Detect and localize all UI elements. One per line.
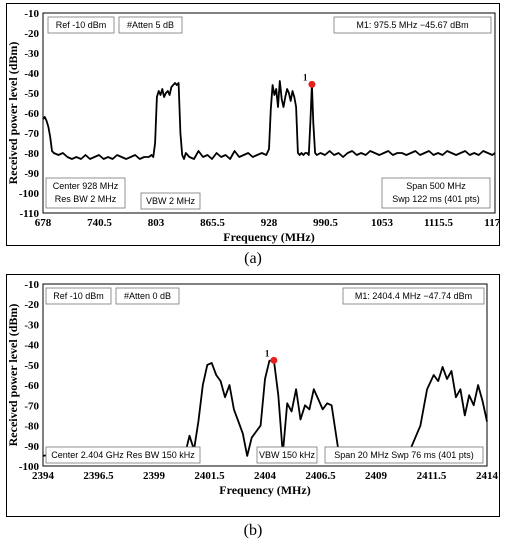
y-tick-label: -60 bbox=[24, 380, 39, 392]
x-tick-label: 2396.5 bbox=[83, 470, 114, 482]
x-tick-label: 2406.5 bbox=[305, 470, 336, 482]
y-tick-label: -60 bbox=[24, 108, 39, 120]
marker-readout-text: M1: 2404.4 MHz −47.74 dBm bbox=[355, 291, 472, 301]
center-annotation-text: Center 2.404 GHz Res BW 150 kHz bbox=[51, 450, 195, 460]
span-annotation-text: Span 500 MHz bbox=[406, 181, 466, 191]
y-tick-label: -80 bbox=[24, 421, 39, 433]
y-tick-label: -70 bbox=[24, 128, 39, 140]
marker-label: 1 bbox=[265, 348, 270, 358]
chart-panel-a: -10 -20 -30 -40 -50 -60 -70 -80 -90 -100 -110 678 74… bbox=[6, 3, 500, 246]
y-tick-label: -20 bbox=[24, 299, 39, 311]
spectrum-trace bbox=[42, 80, 496, 160]
y-tick-label: -40 bbox=[24, 340, 39, 352]
ref-annotation-box bbox=[47, 16, 115, 34]
y-tick-label: -20 bbox=[24, 28, 39, 40]
marker-point bbox=[270, 356, 278, 364]
x-tick-label: 2409 bbox=[365, 470, 388, 482]
y-tick-label: -30 bbox=[24, 319, 39, 331]
x-tick-label: 2399 bbox=[143, 470, 166, 482]
x-tick-label: 2394 bbox=[32, 470, 55, 482]
vbw-annotation-box bbox=[140, 192, 201, 210]
marker-readout-box bbox=[333, 16, 492, 34]
vbw-annotation-text: VBW 2 MHz bbox=[146, 196, 196, 206]
y-tick-label: -110 bbox=[19, 208, 39, 220]
x-tick-label: 1178 bbox=[484, 217, 499, 229]
center-annotation-text: Res BW 2 MHz bbox=[55, 194, 117, 204]
x-tick-label: 2401.5 bbox=[194, 470, 225, 482]
atten-annotation-box bbox=[115, 287, 180, 305]
ref-annotation-text: Ref -10 dBm bbox=[53, 291, 104, 301]
x-tick-label: 2414 bbox=[476, 470, 499, 482]
x-tick-label: 990.5 bbox=[313, 217, 338, 229]
y-tick-label: -70 bbox=[24, 400, 39, 412]
span-annotation-text: Span 20 MHz Swp 76 ms (401 pts) bbox=[334, 450, 474, 460]
x-axis-label: Frequency (MHz) bbox=[219, 483, 310, 497]
y-tick-label: -90 bbox=[24, 441, 39, 453]
vbw-annotation-text: VBW 150 kHz bbox=[259, 450, 316, 460]
caption-a: (a) bbox=[244, 250, 262, 267]
atten-annotation-box bbox=[118, 16, 183, 34]
y-tick-label: -50 bbox=[24, 360, 39, 372]
x-tick-label: 678 bbox=[35, 217, 52, 229]
center-annotation-box bbox=[45, 446, 201, 464]
ref-annotation-box bbox=[45, 287, 112, 305]
ref-annotation-text: Ref -10 dBm bbox=[56, 20, 107, 30]
center-annotation-box bbox=[45, 177, 126, 209]
x-tick-label: 2404 bbox=[254, 470, 277, 482]
y-tick-label: -50 bbox=[24, 88, 39, 100]
marker-point bbox=[308, 80, 316, 88]
y-tick-label: -10 bbox=[24, 279, 39, 291]
chart-panel-b: -10 -20 -30 -40 -50 -60 -70 -80 -90 -100 2394 2396.… bbox=[6, 274, 500, 517]
y-tick-label: -90 bbox=[24, 168, 39, 180]
center-annotation-text: Center 928 MHz bbox=[53, 181, 119, 191]
span-annotation-text: Swp 122 ms (401 pts) bbox=[392, 194, 480, 204]
y-tick-label: -40 bbox=[24, 68, 39, 80]
span-annotation-box bbox=[324, 446, 484, 464]
marker-readout-box bbox=[342, 287, 485, 305]
x-tick-label: 1115.5 bbox=[424, 217, 454, 229]
x-axis-label: Frequency (MHz) bbox=[223, 230, 314, 244]
y-axis-label: Received power level (dBm) bbox=[7, 304, 20, 447]
x-tick-label: 803 bbox=[148, 217, 165, 229]
plot-area bbox=[42, 283, 488, 467]
atten-annotation-text: #Atten 0 dB bbox=[124, 291, 171, 301]
x-tick-label: 928 bbox=[261, 217, 278, 229]
y-tick-label: -100 bbox=[19, 188, 40, 200]
x-tick-label: 865.5 bbox=[200, 217, 225, 229]
vbw-annotation-box bbox=[256, 446, 318, 464]
x-tick-label: 740.5 bbox=[87, 217, 112, 229]
caption-b: (b) bbox=[243, 522, 263, 539]
span-annotation-box bbox=[381, 177, 491, 209]
y-tick-label: -10 bbox=[24, 8, 39, 20]
atten-annotation-text: #Atten 5 dB bbox=[127, 20, 174, 30]
y-tick-label: -80 bbox=[24, 148, 39, 160]
y-tick-label: -30 bbox=[24, 48, 39, 60]
y-tick-label: -100 bbox=[19, 461, 40, 473]
x-tick-label: 1053 bbox=[371, 217, 394, 229]
marker-readout-text: M1: 975.5 MHz −45.67 dBm bbox=[356, 20, 468, 30]
x-tick-label: 2411.5 bbox=[417, 470, 447, 482]
y-axis-label: Received power level (dBm) bbox=[7, 42, 20, 185]
marker-label: 1 bbox=[303, 72, 308, 82]
